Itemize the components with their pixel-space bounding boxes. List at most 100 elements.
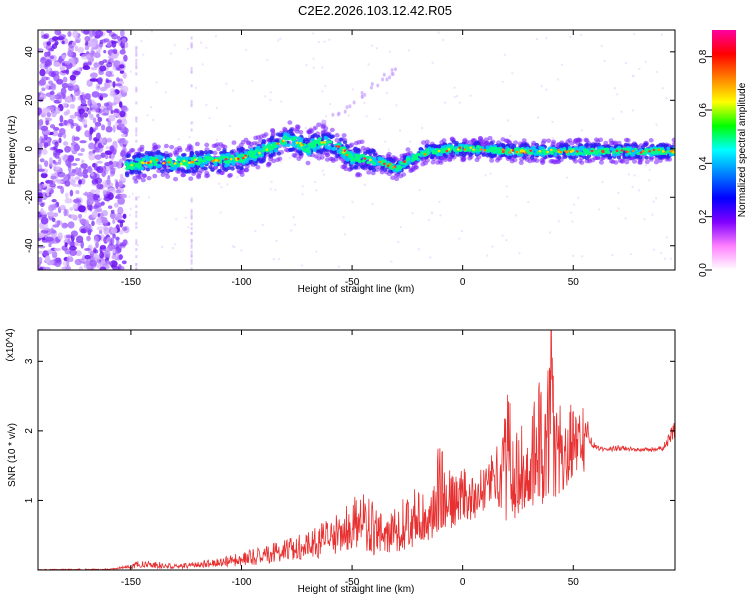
speckle bbox=[128, 214, 131, 217]
noise-blob bbox=[38, 168, 45, 172]
noise-blob bbox=[90, 172, 94, 177]
ridge-blob bbox=[361, 159, 366, 163]
speckle bbox=[409, 140, 412, 143]
ridge-hotspot bbox=[600, 150, 604, 153]
ridge-hotspot bbox=[631, 149, 635, 153]
ridge-blob bbox=[540, 160, 546, 165]
ridge-blob bbox=[157, 154, 162, 159]
ridge-hotspot bbox=[155, 158, 159, 162]
noise-blob bbox=[122, 213, 127, 219]
ridge-blob bbox=[165, 174, 171, 179]
speckle bbox=[580, 33, 583, 36]
noise-blob bbox=[67, 221, 75, 229]
noise-blob bbox=[52, 212, 59, 218]
noise-blob bbox=[100, 93, 109, 98]
ridge-hotspot bbox=[337, 145, 341, 148]
noise-blob bbox=[45, 45, 53, 51]
ridge-blob bbox=[541, 148, 546, 152]
speckle bbox=[312, 57, 315, 60]
speckle bbox=[411, 212, 414, 215]
speckle bbox=[390, 260, 393, 263]
noise-blob bbox=[97, 213, 101, 217]
speckle bbox=[240, 249, 243, 252]
noise-blob bbox=[74, 243, 81, 247]
ridge-blob bbox=[329, 127, 335, 133]
ridge-blob bbox=[283, 132, 288, 137]
noise-blob bbox=[41, 236, 46, 241]
speckle bbox=[437, 31, 440, 34]
ridge-blob bbox=[644, 159, 650, 165]
ridge-blob bbox=[176, 158, 181, 162]
noise-blob bbox=[93, 62, 99, 68]
ridge-blob bbox=[210, 157, 215, 161]
ridge-blob bbox=[394, 176, 400, 182]
noise-blob bbox=[49, 124, 56, 129]
speckle bbox=[665, 236, 668, 239]
ridge-blob bbox=[173, 152, 179, 157]
noise-blob bbox=[100, 152, 106, 158]
ridge-blob bbox=[283, 147, 289, 153]
noise-blob bbox=[122, 106, 129, 112]
ridge-blob bbox=[501, 143, 506, 148]
ridge-blob bbox=[244, 167, 250, 173]
streak-speckle bbox=[135, 53, 138, 57]
ridge-blob bbox=[487, 135, 493, 141]
noise-blob bbox=[117, 197, 125, 205]
ridge-blob bbox=[218, 142, 224, 147]
ridge-hotspot bbox=[188, 161, 191, 164]
speckle bbox=[150, 30, 153, 33]
ridge-blob bbox=[655, 150, 660, 155]
noise-blob bbox=[51, 217, 56, 223]
noise-blob bbox=[53, 203, 57, 208]
ridge-hotspot bbox=[447, 148, 451, 151]
ridge-blob bbox=[363, 163, 369, 168]
noise-blob bbox=[89, 78, 98, 82]
noise-blob bbox=[117, 206, 124, 215]
noise-blob bbox=[122, 72, 127, 79]
noise-blob bbox=[48, 211, 55, 217]
speckle bbox=[321, 66, 324, 69]
speckle bbox=[663, 257, 666, 260]
ridge-blob bbox=[430, 160, 436, 165]
noise-blob bbox=[67, 85, 74, 92]
ridge-blob bbox=[405, 147, 411, 152]
speckle bbox=[337, 265, 340, 268]
ridge-blob bbox=[207, 149, 213, 154]
speckle bbox=[597, 208, 600, 211]
speckle bbox=[395, 104, 398, 107]
noise-blob bbox=[95, 187, 100, 196]
y-tick-label: 2 bbox=[24, 428, 35, 434]
ridge-hotspot bbox=[383, 162, 386, 166]
noise-blob bbox=[60, 186, 65, 194]
ridge-hotspot bbox=[335, 145, 338, 148]
noise-blob bbox=[73, 136, 80, 141]
noise-blob bbox=[61, 222, 69, 229]
noise-blob bbox=[110, 209, 115, 214]
ridge-blob bbox=[354, 153, 358, 157]
speckle bbox=[570, 211, 573, 214]
ridge-blob bbox=[611, 150, 616, 155]
noise-blob bbox=[106, 73, 115, 77]
ridge-blob bbox=[637, 160, 643, 165]
ridge-blob bbox=[177, 145, 183, 151]
snr-series-line bbox=[38, 330, 675, 570]
speckle bbox=[637, 189, 640, 192]
ridge-blob bbox=[328, 140, 333, 144]
noise-blob bbox=[106, 61, 113, 68]
ridge-blob bbox=[161, 152, 166, 157]
noise-blob bbox=[75, 250, 82, 257]
ridge-blob bbox=[304, 148, 308, 152]
noise-blob bbox=[109, 87, 116, 94]
speckle bbox=[486, 254, 489, 257]
streak-speckle bbox=[190, 222, 193, 226]
noise-blob bbox=[66, 161, 72, 169]
spectrogram-marks bbox=[38, 30, 675, 270]
speckle bbox=[290, 229, 293, 232]
streak-speckle bbox=[190, 102, 193, 106]
ridge-blob bbox=[255, 164, 261, 170]
noise-blob bbox=[124, 42, 129, 49]
ridge-blob bbox=[452, 148, 457, 152]
noise-blob bbox=[118, 229, 124, 235]
ridge-blob bbox=[436, 144, 442, 149]
streak-speckle bbox=[190, 227, 193, 231]
